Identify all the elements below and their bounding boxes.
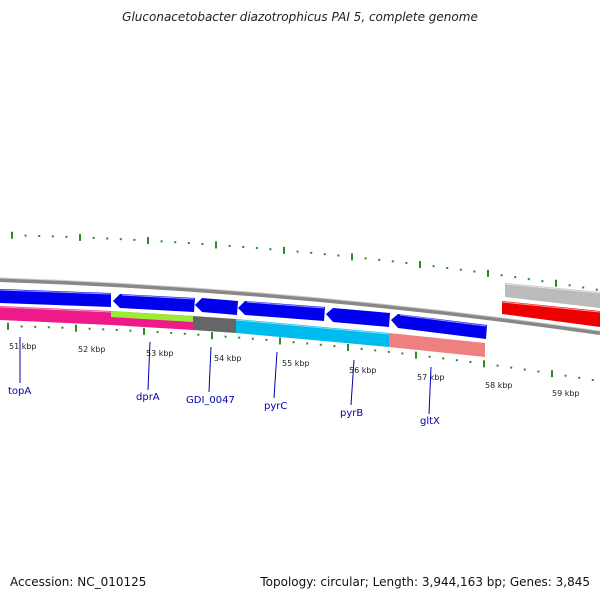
gene-label-dprA[interactable]: dprA [136,392,160,403]
cds-feature[interactable] [391,314,487,339]
gene-block[interactable] [389,333,485,357]
kbp-label: 59 kbp [552,389,580,398]
kbp-label: 53 kbp [146,349,174,358]
genome-summary-text: Topology: circular; Length: 3,944,163 bp… [260,575,590,589]
kbp-label: 58 kbp [485,381,513,390]
gene-block[interactable] [193,316,236,333]
gene-block[interactable] [236,319,389,347]
gene-block[interactable] [111,311,193,322]
gray-feature[interactable] [505,283,600,308]
gene-block[interactable] [0,306,111,325]
gene-leaders [19,337,432,415]
genome-title: Gluconacetobacter diazotrophicus PAI 5, … [122,10,478,24]
kbp-label: 52 kbp [78,345,106,354]
red-feature[interactable] [502,301,600,327]
gene-label-topA[interactable]: topA [8,386,31,397]
cds-track [0,289,487,339]
gene-class-track [0,306,485,357]
gene-label-gdi-0047[interactable]: GDI_0047 [186,395,235,406]
cds-feature[interactable] [326,308,390,327]
cds-feature[interactable] [113,294,195,312]
kbp-scale: 51 kbp 52 kbp 53 kbp 54 kbp 55 kbp 56 kb… [9,342,580,398]
right-features [501,283,600,327]
kbp-label: 56 kbp [349,366,377,375]
accession-text: Accession: NC_010125 [10,575,147,589]
gene-label-pyrB[interactable]: pyrB [340,408,363,419]
gene-label-gltX[interactable]: gltX [420,416,440,427]
kbp-label: 54 kbp [214,354,242,363]
gene-label-pyrC[interactable]: pyrC [264,401,287,412]
cds-feature[interactable] [238,301,325,321]
gene-labels: topA dprA GDI_0047 pyrC pyrB gltX [8,386,440,427]
inner-tick-ring [7,322,594,382]
kbp-label: 51 kbp [9,342,37,351]
backbone [0,277,600,335]
outer-tick-ring [11,231,598,291]
kbp-label: 55 kbp [282,359,310,368]
cds-feature[interactable] [195,298,238,315]
